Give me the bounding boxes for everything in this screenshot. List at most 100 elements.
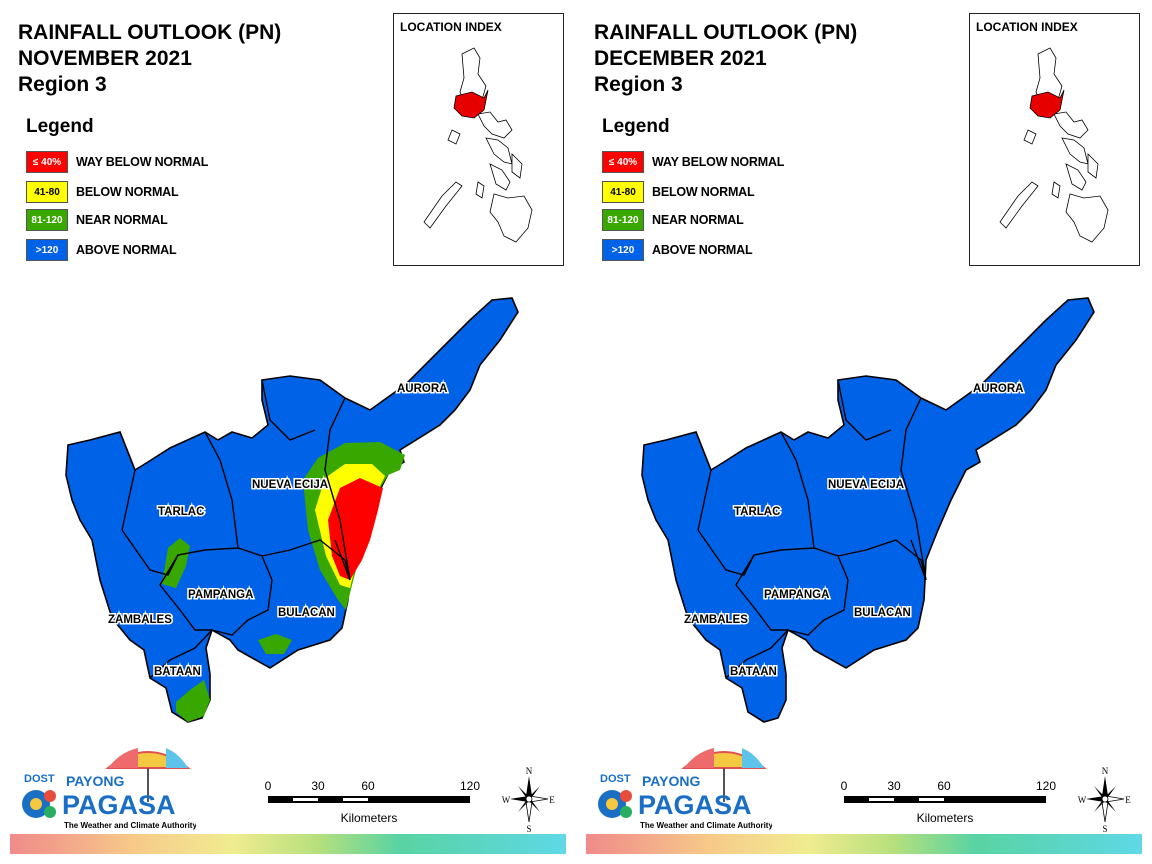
legend-swatch: >120	[26, 239, 68, 261]
dost-logo-text: DOST	[600, 773, 631, 785]
legend-swatch: 41-80	[602, 181, 644, 203]
province-boundaries	[119, 379, 351, 679]
umbrella-logo-graphic: DOST PAYONG PAGASA The Weather and Clima…	[598, 748, 773, 830]
outlook-panel-november: RAINFALL OUTLOOK (PN) NOVEMBER 2021 Regi…	[10, 13, 566, 854]
rainfall-map-december: AURORA NUEVA ECIJA TARLAC PAMPANGA BULAC…	[641, 297, 1095, 723]
legend-item-near: 81-120 NEAR NORMAL	[602, 208, 744, 232]
province-label-pampanga: PAMPANGA	[764, 589, 829, 601]
payong-pagasa-logo: DOST PAYONG PAGASA The Weather and Clima…	[16, 742, 197, 834]
province-label-aurora: AURORA	[397, 383, 447, 395]
legend-swatch: 81-120	[602, 209, 644, 231]
location-index-inset: LOCATION INDEX	[969, 13, 1140, 266]
scale-unit-label: Kilometers	[341, 811, 398, 825]
footer-gradient-bar	[586, 834, 1142, 854]
scale-tick: 120	[1036, 779, 1056, 793]
logo-tagline: The Weather and Climate Authority	[64, 821, 196, 830]
province-label-aurora: AURORA	[973, 383, 1023, 395]
scale-tick: 0	[265, 779, 272, 793]
location-index-title: LOCATION INDEX	[400, 20, 502, 34]
province-label-nueva-ecija: NUEVA ECIJA	[252, 479, 328, 491]
province-label-bulacan: BULACAN	[854, 607, 911, 619]
legend-title: Legend	[26, 116, 94, 137]
province-label-zambales: ZAMBALES	[108, 614, 172, 626]
rainfall-map-november: AURORA NUEVA ECIJA TARLAC PAMPANGA BULAC…	[65, 297, 519, 723]
legend-item-way-below: ≤ 40% WAY BELOW NORMAL	[26, 150, 208, 174]
title-region: Region 3	[594, 73, 683, 96]
province-label-bataan: BATAAN	[730, 666, 777, 678]
legend-label: BELOW NORMAL	[652, 185, 755, 199]
province-label-tarlac: TARLAC	[734, 506, 780, 518]
province-label-nueva-ecija: NUEVA ECIJA	[828, 479, 904, 491]
compass-e: E	[1125, 795, 1131, 805]
location-index-inset: LOCATION INDEX	[393, 13, 564, 266]
scale-tick: 30	[887, 779, 901, 793]
compass-s: S	[526, 824, 531, 834]
legend-swatch: >120	[602, 239, 644, 261]
region-3-highlight	[453, 89, 489, 119]
legend-label: ABOVE NORMAL	[652, 243, 753, 257]
compass-n: N	[526, 766, 533, 776]
scale-tick: 60	[361, 779, 375, 793]
legend-item-way-below: ≤ 40% WAY BELOW NORMAL	[602, 150, 784, 174]
region-3-base	[641, 297, 1095, 723]
compass-rose-icon: N S E W	[1076, 764, 1134, 834]
legend-label: WAY BELOW NORMAL	[76, 155, 209, 169]
legend-swatch: ≤ 40%	[602, 151, 644, 173]
pagasa-logo-text: PAGASA	[638, 790, 752, 820]
philippines-outline-map	[999, 47, 1109, 243]
legend-label: BELOW NORMAL	[76, 185, 179, 199]
payong-logo-text: PAYONG	[642, 773, 700, 789]
philippines-outline-map	[423, 47, 533, 243]
payong-logo-text: PAYONG	[66, 773, 124, 789]
outlook-panel-december: RAINFALL OUTLOOK (PN) DECEMBER 2021 Regi…	[576, 0, 1152, 864]
legend-swatch: ≤ 40%	[26, 151, 68, 173]
legend-title: Legend	[602, 116, 670, 137]
legend-swatch: 81-120	[26, 209, 68, 231]
legend-swatch: 41-80	[26, 181, 68, 203]
umbrella-logo-graphic: DOST PAYONG PAGASA The Weather and Clima…	[22, 748, 197, 830]
legend-label: NEAR NORMAL	[76, 213, 168, 227]
title-month: DECEMBER 2021	[594, 47, 767, 70]
title-line-1: RAINFALL OUTLOOK (PN)	[594, 21, 858, 44]
title-line-1: RAINFALL OUTLOOK (PN)	[18, 21, 282, 44]
legend-item-above: >120 ABOVE NORMAL	[602, 238, 753, 262]
scale-tick: 30	[311, 779, 325, 793]
scale-bar: 0 30 60 120 Kilometers	[258, 778, 498, 828]
province-boundaries	[695, 379, 927, 679]
scale-unit-label: Kilometers	[917, 811, 974, 825]
legend-item-near: 81-120 NEAR NORMAL	[26, 208, 168, 232]
legend-item-below: 41-80 BELOW NORMAL	[26, 180, 179, 204]
scale-tick: 60	[937, 779, 951, 793]
province-label-pampanga: PAMPANGA	[188, 589, 253, 601]
near-normal-patch-bulacan	[258, 634, 292, 654]
compass-w: W	[1078, 795, 1087, 805]
scale-tick: 0	[841, 779, 848, 793]
logo-tagline: The Weather and Climate Authority	[640, 821, 772, 830]
province-label-tarlac: TARLAC	[158, 506, 204, 518]
region-3-highlight	[1029, 89, 1065, 119]
compass-w: W	[502, 795, 511, 805]
payong-pagasa-logo: DOST PAYONG PAGASA The Weather and Clima…	[592, 742, 773, 834]
legend-label: WAY BELOW NORMAL	[652, 155, 785, 169]
map-title: RAINFALL OUTLOOK (PN) DECEMBER 2021 Regi…	[594, 20, 857, 98]
legend-label: NEAR NORMAL	[652, 213, 744, 227]
scale-tick: 120	[460, 779, 480, 793]
province-label-bataan: BATAAN	[154, 666, 201, 678]
compass-s: S	[1102, 824, 1107, 834]
compass-n: N	[1102, 766, 1109, 776]
province-label-zambales: ZAMBALES	[684, 614, 748, 626]
footer-gradient-bar	[10, 834, 566, 854]
title-region: Region 3	[18, 73, 107, 96]
legend-item-above: >120 ABOVE NORMAL	[26, 238, 177, 262]
compass-e: E	[549, 795, 555, 805]
scale-bar: 0 30 60 120 Kilometers	[834, 778, 1074, 828]
compass-rose-icon: N S E W	[500, 764, 558, 834]
dost-logo-text: DOST	[24, 773, 55, 785]
region-3-base	[65, 297, 519, 723]
map-title: RAINFALL OUTLOOK (PN) NOVEMBER 2021 Regi…	[18, 20, 281, 98]
title-month: NOVEMBER 2021	[18, 47, 192, 70]
pagasa-logo-text: PAGASA	[62, 790, 176, 820]
legend-label: ABOVE NORMAL	[76, 243, 177, 257]
legend-item-below: 41-80 BELOW NORMAL	[602, 180, 755, 204]
province-label-bulacan: BULACAN	[278, 607, 335, 619]
